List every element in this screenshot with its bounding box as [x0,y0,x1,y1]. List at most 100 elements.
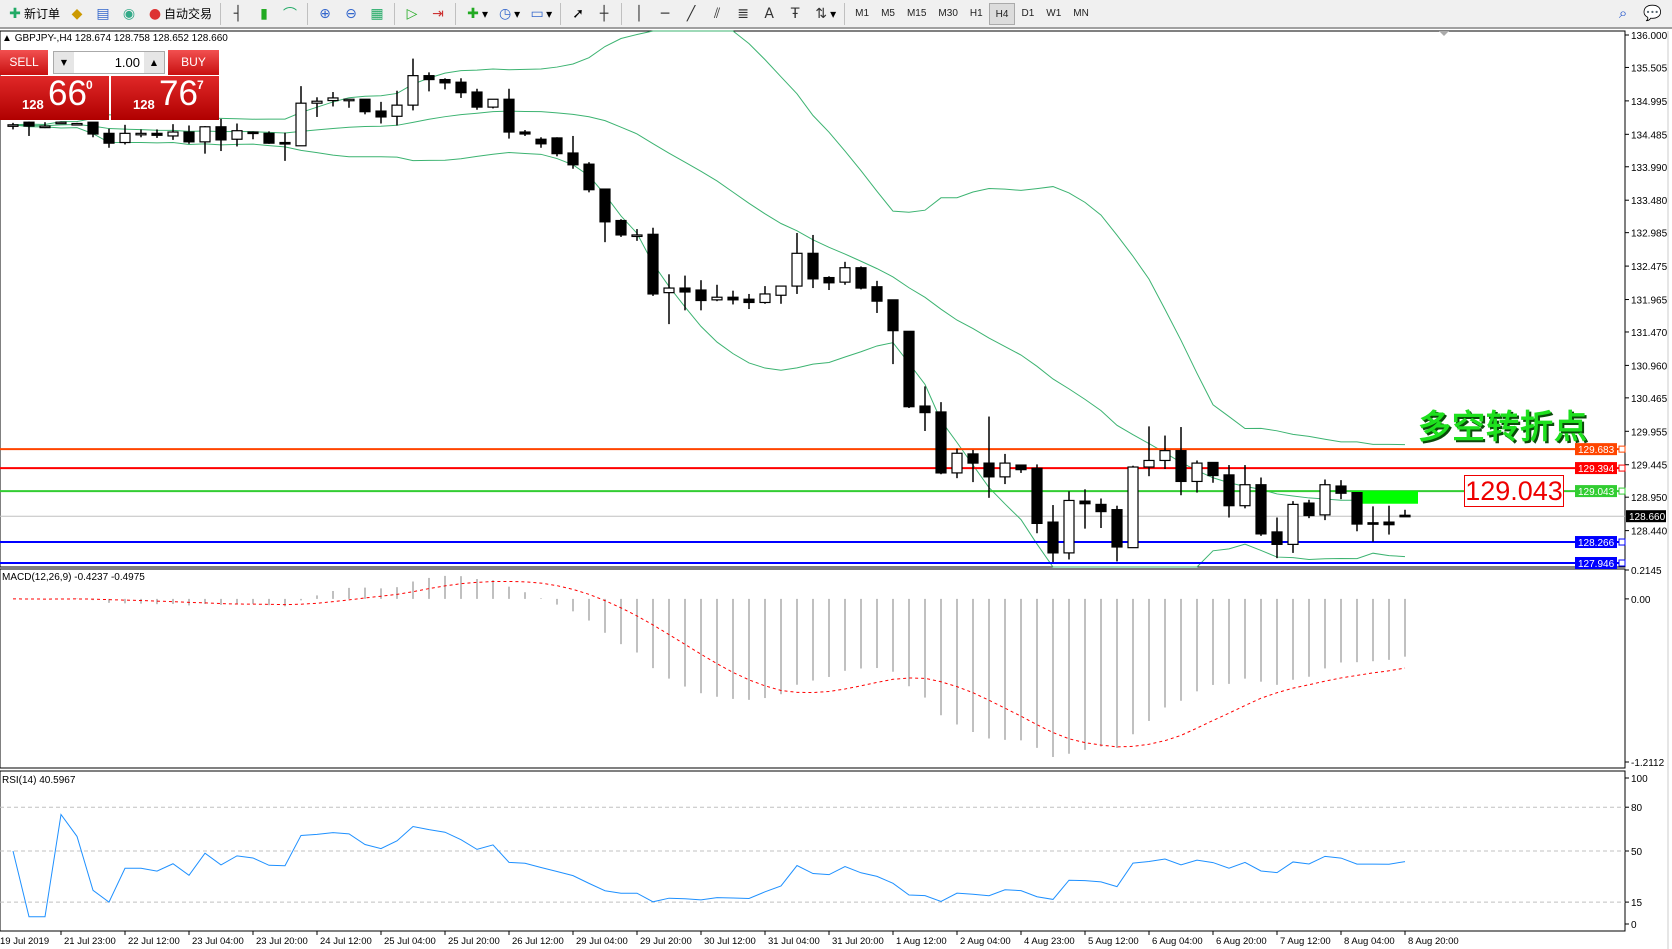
auto-trading-button[interactable]: ● 自动交易 [142,2,216,26]
level-price-label: 129.043 [1578,487,1615,498]
label-button[interactable]: Ŧ [782,2,808,26]
chart-shift-marker [1439,31,1449,36]
candle-body [1143,459,1155,468]
channel-button[interactable]: ⫽ [704,2,730,26]
price-tick-label: 132.985 [1631,229,1668,240]
lot-increase-button[interactable]: ▲ [144,52,164,73]
candle-body [791,252,803,287]
search-icon[interactable]: ⌕ [1618,4,1628,22]
line-chart-button[interactable]: ⌒ [277,2,303,26]
candle-body [1191,462,1203,483]
candle-body [135,132,147,136]
timeframe-d1[interactable]: D1 [1021,7,1035,19]
indicators-button[interactable]: ✚ ▾ [460,2,492,26]
sell-button[interactable]: SELL [0,50,48,75]
candle-body [519,131,531,135]
autoscroll-button[interactable]: ▷ [399,2,425,26]
vertical-line-button[interactable]: │ [626,2,652,26]
candle-body [1095,503,1107,513]
candle-body [1239,484,1251,507]
candlestick-button[interactable]: ▮ [251,2,277,26]
separator [844,2,846,25]
level-handle [1618,464,1626,472]
price-label-annotation[interactable]: 129.043 [1464,475,1564,507]
indicators-icon: ✚ [467,5,479,22]
level-price-tag [1575,462,1617,475]
price-tick-label: 131.470 [1631,328,1668,339]
market-watch-button[interactable]: ◆ [64,2,90,26]
signals-button[interactable]: ◉ [116,2,142,26]
reversal-point-annotation[interactable]: 多空转折点 [1418,407,1588,446]
timeframe-m5[interactable]: M5 [881,7,895,19]
candle-body [103,132,115,144]
price-tick-label: 128.950 [1631,493,1668,504]
time-label: 29 Jul 04:00 [576,936,628,947]
chat-icon[interactable]: 💬 [1643,4,1662,22]
candle-body [1031,467,1043,525]
fibonacci-button[interactable]: ≣ [730,2,756,26]
candle-body [359,98,371,113]
candle-body [967,453,979,464]
sell-price-fraction: 0 [86,78,93,92]
level-handle [1618,559,1626,567]
navigator-icon: ▤ [96,5,110,22]
timeframe-mn[interactable]: MN [1073,7,1089,19]
level-price-tag [1575,536,1617,549]
candle-body [327,97,339,102]
time-label: 4 Aug 23:00 [1024,936,1075,947]
trendline-icon: ╱ [686,5,696,22]
price-tick-label: 129.445 [1631,461,1668,472]
candle-body [231,130,243,140]
candle-body [567,152,579,166]
candle-body [1255,484,1267,535]
zoom-in-button[interactable]: ⊕ [312,2,338,26]
price-tick-label: 133.990 [1631,163,1668,174]
signal-icon: ◉ [122,5,136,22]
navigator-button[interactable]: ▤ [90,2,116,26]
timeframe-m1[interactable]: M1 [855,7,870,19]
price-tick-label: 136.000 [1631,31,1668,42]
sell-price-button[interactable]: 128 66 0 [0,74,109,120]
candle-body [7,124,19,127]
candlestick-icon: ▮ [260,5,268,22]
timeframe-m15[interactable]: M15 [906,7,927,19]
candle-body [807,252,819,280]
timeframe-m30[interactable]: M30 [938,7,958,19]
zoom-out-icon: ⊖ [345,5,357,22]
templates-button[interactable]: ▭ ▾ [524,2,556,26]
timeframe-h1[interactable]: H1 [969,7,983,19]
candle-body [727,296,739,301]
candle-body [743,298,755,304]
cursor-button[interactable]: ➚ [565,2,591,26]
time-label: 8 Aug 04:00 [1344,936,1395,947]
chart-shift-button[interactable]: ⇥ [425,2,451,26]
macd-tick-label: 0.2145 [1631,566,1662,577]
text-button[interactable]: A [756,2,782,26]
candle-body [167,131,179,137]
lot-decrease-button[interactable]: ▼ [54,52,74,73]
time-label: 25 Jul 04:00 [384,936,436,947]
timeframe-h4[interactable]: H4 [988,2,1016,25]
trendline-button[interactable]: ╱ [678,2,704,26]
candle-body [263,132,275,144]
time-label: 6 Aug 04:00 [1152,936,1203,947]
candle-body [951,452,963,474]
tile-windows-button[interactable]: ▦ [364,2,390,26]
new-order-button[interactable]: ✚ 新订单 [2,2,64,26]
candle-body [1303,502,1315,517]
buy-price-button[interactable]: 128 76 7 [111,74,219,120]
timeframe-w1[interactable]: W1 [1046,7,1062,19]
candle-body [1367,522,1379,525]
candle-body [1319,484,1331,516]
zoom-out-button[interactable]: ⊖ [338,2,364,26]
lot-size-input[interactable]: ▼ 1.00 ▲ [53,51,165,74]
buy-button[interactable]: BUY [168,50,219,75]
horizontal-line-button[interactable]: ─ [652,2,678,26]
candle-body [1015,464,1027,471]
candle-body [295,102,307,147]
bar-chart-button[interactable]: ┤ [225,2,251,26]
crosshair-button[interactable]: ┼ [591,2,617,26]
periods-button[interactable]: ◷ ▾ [492,2,524,26]
arrows-button[interactable]: ⇅ ▾ [808,2,840,26]
